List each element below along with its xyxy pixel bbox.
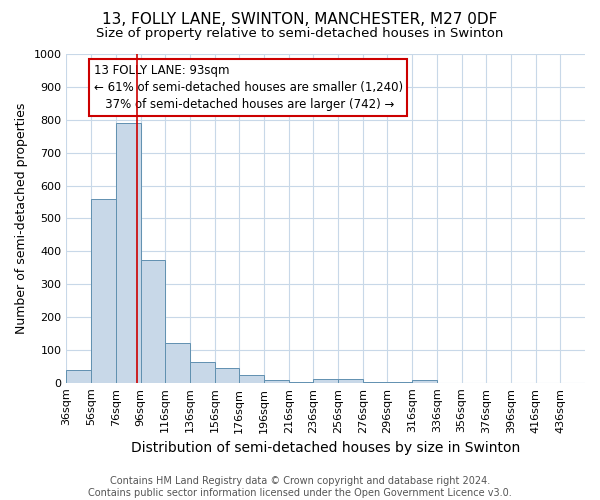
Text: 13 FOLLY LANE: 93sqm
← 61% of semi-detached houses are smaller (1,240)
   37% of: 13 FOLLY LANE: 93sqm ← 61% of semi-detac… bbox=[94, 64, 403, 111]
Bar bbox=[165, 344, 190, 383]
Bar bbox=[264, 380, 289, 383]
Text: 13, FOLLY LANE, SWINTON, MANCHESTER, M27 0DF: 13, FOLLY LANE, SWINTON, MANCHESTER, M27… bbox=[103, 12, 497, 28]
Bar bbox=[363, 382, 388, 383]
Bar bbox=[116, 123, 140, 383]
Text: Contains HM Land Registry data © Crown copyright and database right 2024.
Contai: Contains HM Land Registry data © Crown c… bbox=[88, 476, 512, 498]
Text: Size of property relative to semi-detached houses in Swinton: Size of property relative to semi-detach… bbox=[97, 28, 503, 40]
Bar bbox=[338, 379, 363, 383]
X-axis label: Distribution of semi-detached houses by size in Swinton: Distribution of semi-detached houses by … bbox=[131, 441, 520, 455]
Bar bbox=[91, 198, 116, 383]
Bar bbox=[140, 260, 165, 383]
Bar bbox=[313, 379, 338, 383]
Y-axis label: Number of semi-detached properties: Number of semi-detached properties bbox=[15, 102, 28, 334]
Bar bbox=[289, 382, 313, 383]
Bar bbox=[239, 374, 264, 383]
Bar bbox=[215, 368, 239, 383]
Bar bbox=[190, 362, 215, 383]
Bar bbox=[67, 370, 91, 383]
Bar bbox=[388, 382, 412, 383]
Bar bbox=[412, 380, 437, 383]
